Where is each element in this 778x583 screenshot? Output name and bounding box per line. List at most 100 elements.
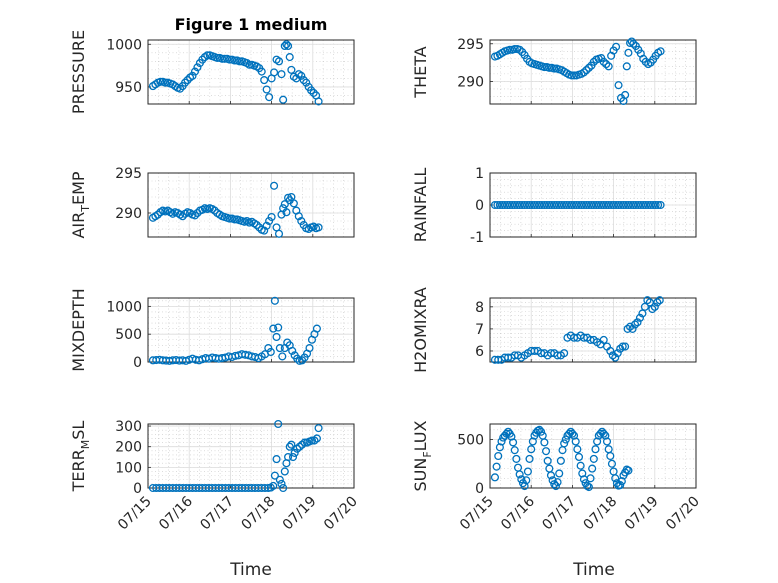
- data-point: [606, 346, 615, 356]
- data-point: [553, 478, 562, 487]
- data-point: [282, 40, 291, 49]
- y-axis-label: THETA: [411, 46, 430, 98]
- data-point: [252, 220, 261, 230]
- data-point: [509, 438, 518, 447]
- data-point: [225, 55, 234, 64]
- data-point: [270, 181, 279, 190]
- data-point: [591, 445, 600, 454]
- data-point: [624, 466, 633, 475]
- y-tick-label: -1: [470, 230, 484, 246]
- data-point: [497, 437, 506, 446]
- y-axis-label: TERRMSL: [69, 421, 92, 493]
- y-tick-label: 6: [475, 344, 484, 360]
- y-tick-label: 7: [475, 322, 484, 338]
- x-tick-label: 07/16: [498, 493, 538, 533]
- x-axis-label-left: Time: [229, 560, 272, 580]
- data-point: [510, 446, 519, 455]
- y-tick-label: 950: [115, 80, 142, 96]
- y-tick-label: 1000: [106, 37, 142, 53]
- data-point: [282, 208, 291, 217]
- y-tick-label: 0: [133, 481, 142, 497]
- data-point: [599, 429, 608, 438]
- data-point: [294, 212, 303, 221]
- x-tick-label: 07/16: [156, 493, 196, 533]
- data-point: [576, 461, 585, 470]
- data-point: [190, 67, 200, 76]
- data-point: [257, 67, 266, 76]
- data-point: [274, 57, 284, 66]
- data-point: [287, 440, 296, 449]
- y-tick-label: 0: [133, 355, 142, 371]
- subplot-terr: 07/15 07/16 07/17 07/18 07/19 07/20 0 100 200 300…: [69, 419, 361, 533]
- data-point: [310, 436, 319, 445]
- y-tick-label: 295: [457, 37, 484, 53]
- axes-border: [489, 39, 697, 105]
- data-point: [579, 68, 588, 77]
- data-point: [305, 344, 314, 353]
- data-point: [565, 429, 574, 438]
- data-point: [293, 354, 302, 363]
- data-point: [648, 304, 657, 314]
- x-tick-label: 07/19: [280, 494, 320, 534]
- axes-border: [147, 39, 355, 105]
- data-point: [277, 70, 286, 79]
- data-point: [555, 469, 564, 478]
- data-point: [643, 296, 652, 305]
- data-point: [560, 349, 569, 358]
- data-point: [623, 324, 632, 333]
- data-point: [260, 76, 269, 85]
- data-point: [571, 437, 580, 446]
- data-point: [621, 342, 630, 351]
- data-point: [656, 200, 665, 210]
- data-point: [210, 206, 219, 215]
- data-point: [515, 45, 524, 54]
- data-point: [611, 474, 620, 483]
- data-point: [602, 60, 611, 69]
- data-point: [494, 451, 503, 461]
- data-point: [183, 76, 192, 85]
- x-tick-label: 07/20: [321, 494, 361, 534]
- x-axis-label-right: Time: [572, 560, 615, 580]
- data-point: [621, 90, 630, 100]
- data-point: [279, 483, 288, 493]
- data-point: [535, 425, 544, 434]
- subplot-air: 290 295 AIRTEMP: [69, 166, 355, 239]
- data-point: [302, 78, 311, 87]
- data-point: [515, 470, 524, 479]
- x-tick-label: 07/17: [197, 494, 237, 534]
- data-point: [275, 344, 284, 353]
- y-tick-label: 1: [475, 166, 484, 182]
- data-point: [280, 200, 289, 209]
- data-point: [651, 200, 660, 210]
- data-point: [193, 63, 202, 72]
- data-point: [517, 475, 526, 484]
- data-point: [596, 429, 605, 438]
- y-axis-label: SUNFLUX: [411, 420, 434, 491]
- data-point: [627, 37, 636, 46]
- data-point: [522, 476, 531, 485]
- data-point: [574, 452, 584, 462]
- data-point: [295, 442, 304, 451]
- data-point: [629, 39, 638, 48]
- data-point: [279, 95, 288, 104]
- data-point: [156, 77, 165, 86]
- data-point: [611, 353, 620, 362]
- subplot-rainfall: -1 0 1 RAINFALL: [411, 166, 697, 246]
- data-point: [641, 57, 650, 66]
- data-point: [540, 63, 549, 72]
- data-point: [230, 56, 239, 65]
- data-point: [314, 97, 323, 106]
- data-point: [220, 54, 229, 63]
- data-point: [274, 323, 283, 332]
- data-point: [551, 482, 560, 491]
- data-point: [290, 448, 299, 457]
- data-point: [540, 438, 549, 447]
- data-point: [198, 55, 207, 64]
- data-point: [161, 78, 170, 87]
- data-point: [560, 439, 569, 448]
- y-tick-label: 290: [115, 206, 142, 222]
- data-point: [608, 351, 617, 360]
- data-point: [297, 71, 306, 80]
- y-tick-label: 1000: [106, 299, 142, 315]
